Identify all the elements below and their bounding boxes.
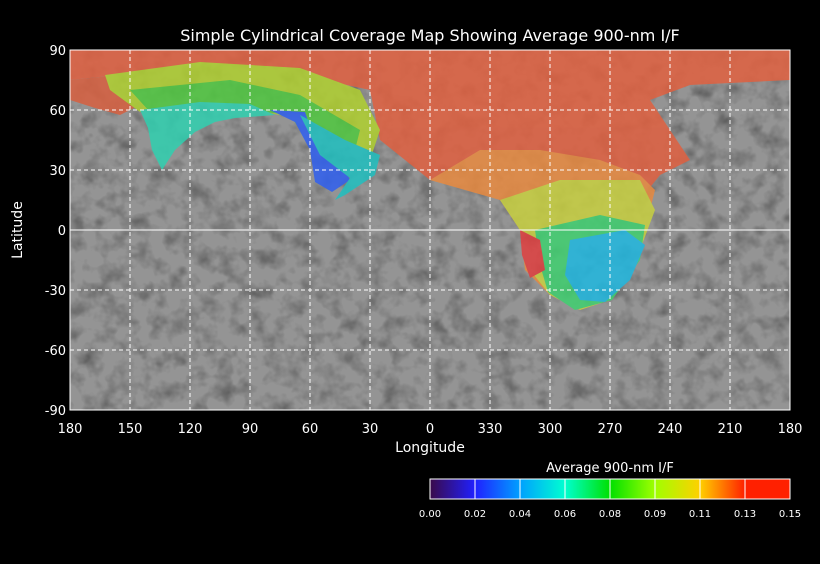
- colorbar-tick-label: 0.13: [734, 509, 756, 520]
- x-tick-label: 180: [778, 422, 803, 437]
- colorbar-segment: [699, 478, 746, 500]
- x-tick-label: 120: [178, 422, 203, 437]
- y-tick-label: 90: [49, 44, 66, 59]
- grid-lines: [70, 50, 790, 410]
- y-tick-label: -30: [45, 284, 66, 299]
- colorbar-tick-label: 0.11: [689, 509, 711, 520]
- colorbar-title: Average 900-nm I/F: [546, 461, 674, 476]
- colorbar-segment: [609, 478, 656, 500]
- y-axis: 90 60 30 0 -30 -60 -90: [45, 44, 66, 419]
- colorbar-tick-label: 0.00: [419, 509, 441, 520]
- colorbar-tick-label: 0.09: [644, 509, 666, 520]
- y-tick-label: 60: [49, 104, 66, 119]
- colorbar-tick-label: 0.08: [599, 509, 621, 520]
- x-axis: 180 150 120 90 60 30 0 330 300 270 240 210 180: [58, 422, 803, 437]
- y-tick-label: -90: [45, 404, 66, 419]
- x-axis-label: Longitude: [395, 440, 465, 456]
- colorbar-segment: [519, 478, 566, 500]
- y-tick-label: -60: [45, 344, 66, 359]
- x-tick-label: 60: [302, 422, 319, 437]
- coverage-cyan-south: [565, 230, 645, 302]
- coverage-cyan-east: [300, 115, 380, 200]
- x-tick-label: 90: [242, 422, 259, 437]
- y-tick-label: 30: [49, 164, 66, 179]
- y-axis-label: Latitude: [10, 201, 26, 259]
- colorbar-tick-label: 0.15: [779, 509, 801, 520]
- x-tick-label: 30: [362, 422, 379, 437]
- x-tick-label: 150: [118, 422, 143, 437]
- colorbar-segment: [429, 478, 476, 500]
- x-tick-label: 180: [58, 422, 83, 437]
- coverage-cyan: [140, 102, 275, 170]
- colorbar-tick-label: 0.04: [509, 509, 531, 520]
- y-tick-label: 0: [58, 224, 66, 239]
- x-tick-label: 330: [478, 422, 503, 437]
- x-tick-label: 270: [598, 422, 623, 437]
- colorbar-segment: [474, 478, 521, 500]
- x-tick-label: 300: [538, 422, 563, 437]
- colorbar-tick-label: 0.02: [464, 509, 486, 520]
- x-tick-label: 0: [426, 422, 434, 437]
- x-tick-label: 240: [658, 422, 683, 437]
- colorbar-tick-label: 0.06: [554, 509, 576, 520]
- colorbar-segment: [564, 478, 611, 500]
- plot-frame: [69, 49, 791, 411]
- chart-title: Simple Cylindrical Coverage Map Showing …: [180, 26, 680, 45]
- coverage-green: [130, 80, 360, 170]
- colorbar-segment: [744, 478, 791, 500]
- x-tick-label: 210: [718, 422, 743, 437]
- coverage-blue: [270, 110, 350, 192]
- colorbar-segment: [654, 478, 701, 500]
- colorbar: Average 900-nm I/F 0.00 0.02 0.04 0.06 0.08 0…: [419, 461, 801, 520]
- coverage-red-strip: [520, 230, 545, 278]
